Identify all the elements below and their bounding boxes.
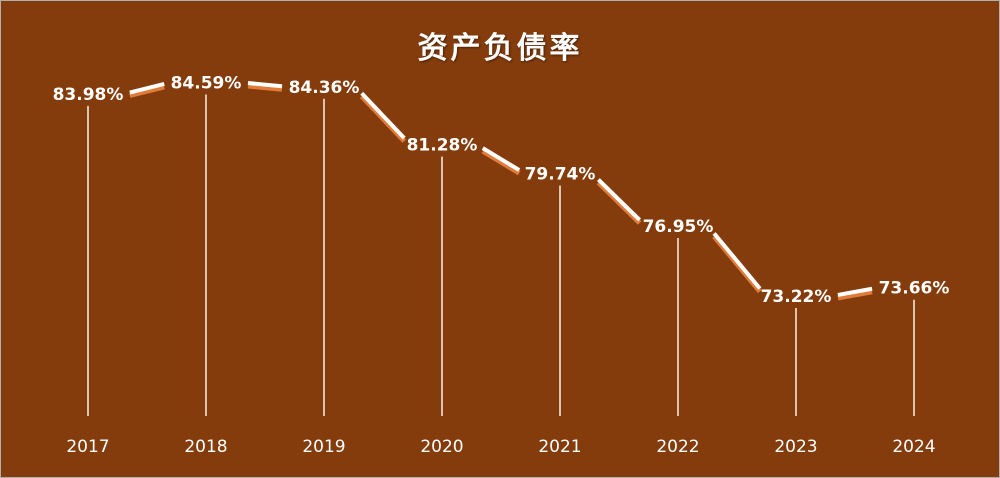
data-label-2021: 79.74% [525,165,596,185]
data-label-2024: 73.66% [879,279,950,299]
line-segment-2017-2018 [129,81,165,95]
data-label-2022: 76.95% [643,217,714,237]
drop-lines [87,94,915,416]
data-label-2023: 73.22% [761,287,832,307]
line-segment-2020-2021 [481,146,521,172]
x-tick-label-2023: 2023 [774,437,817,457]
line-segment-shadow-2019-2020 [359,94,407,143]
x-tick-label-2021: 2021 [538,437,581,457]
line-segment-shadow-2018-2019 [247,83,283,92]
x-axis-ticks: 2017 2018 2019 2020 2021 2022 2023 2024 [66,437,935,457]
data-label-2017: 83.98% [53,85,124,105]
data-labels: 83.98% 84.59% 84.36% 81.28% 79.74% 76.95% 73.2… [53,73,950,307]
chart-title: 资产负债率 [417,31,583,66]
x-tick-label-2017: 2017 [66,437,109,457]
x-tick-label-2024: 2024 [892,437,935,457]
data-label-2020: 81.28% [407,136,478,156]
line-segment-2018-2019 [247,81,283,89]
line-segment-shadow-2020-2021 [481,148,521,176]
line-segment-shadow-2017-2018 [129,84,165,98]
x-tick-label-2019: 2019 [302,437,345,457]
data-label-2019: 84.36% [289,78,360,98]
line-segment-2023-2024 [837,286,873,297]
line-segment-2019-2020 [360,91,406,140]
line-segment-shadow-2023-2024 [837,289,873,301]
line-segment-2021-2022 [596,178,642,222]
line-segment-shadow-2021-2022 [596,180,642,225]
data-label-2018: 84.59% [171,73,242,93]
series-line-group [129,81,873,301]
x-tick-label-2018: 2018 [184,437,227,457]
x-tick-label-2022: 2022 [656,437,699,457]
x-tick-label-2020: 2020 [420,437,463,457]
line-segment-2022-2023 [712,232,762,290]
